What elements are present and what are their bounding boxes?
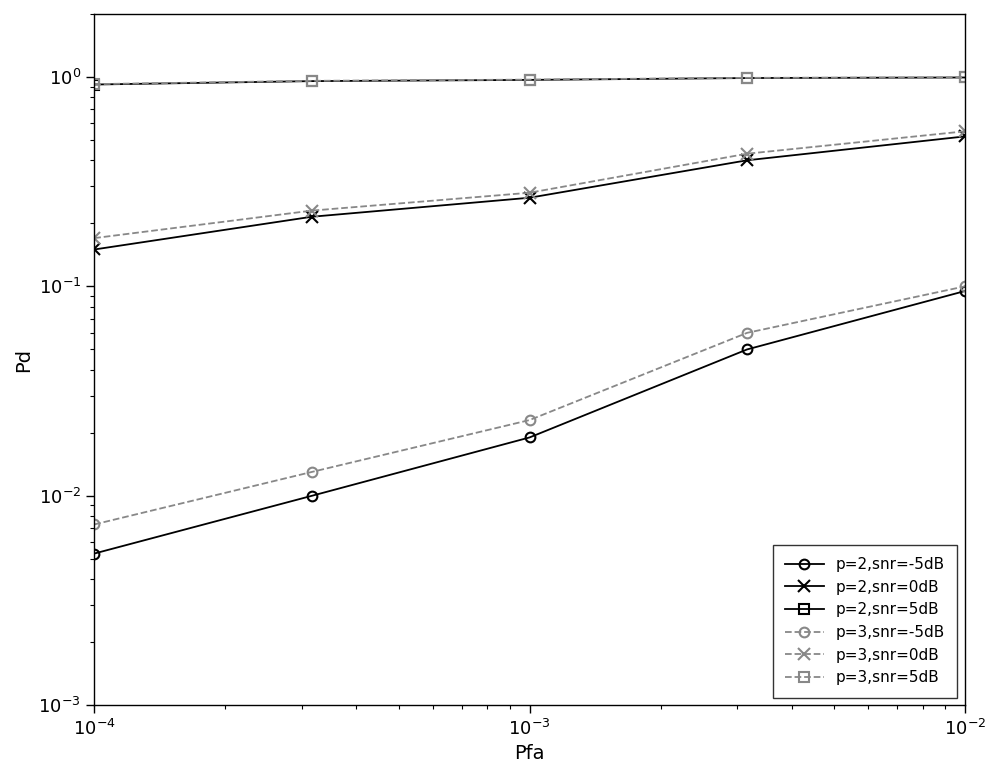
Legend: p=2,snr=-5dB, p=2,snr=0dB, p=2,snr=5dB, p=3,snr=-5dB, p=3,snr=0dB, p=3,snr=5dB: p=2,snr=-5dB, p=2,snr=0dB, p=2,snr=5dB, … <box>773 545 957 698</box>
p=2,snr=5dB <box>741 73 753 82</box>
p=3,snr=0dB <box>524 188 536 197</box>
p=2,snr=0dB <box>741 155 753 165</box>
Line: p=2,snr=0dB: p=2,snr=0dB <box>88 131 971 256</box>
p=3,snr=5dB <box>306 76 318 85</box>
p=3,snr=0dB <box>306 206 318 215</box>
p=3,snr=0dB <box>959 127 971 136</box>
p=3,snr=-5dB <box>741 328 753 337</box>
p=3,snr=-5dB <box>306 467 318 476</box>
p=2,snr=5dB <box>959 73 971 82</box>
p=3,snr=-5dB <box>959 282 971 291</box>
p=2,snr=-5dB <box>306 491 318 500</box>
p=3,snr=5dB <box>741 73 753 82</box>
Y-axis label: Pd: Pd <box>14 347 33 371</box>
p=2,snr=-5dB <box>524 433 536 442</box>
p=3,snr=0dB <box>741 149 753 159</box>
p=2,snr=5dB <box>524 75 536 85</box>
Line: p=3,snr=0dB: p=3,snr=0dB <box>88 125 971 244</box>
Line: p=3,snr=5dB: p=3,snr=5dB <box>89 72 970 89</box>
p=2,snr=0dB <box>959 132 971 141</box>
Line: p=3,snr=-5dB: p=3,snr=-5dB <box>89 281 970 529</box>
Line: p=2,snr=5dB: p=2,snr=5dB <box>89 72 970 89</box>
p=3,snr=5dB <box>959 73 971 82</box>
p=2,snr=5dB <box>88 80 100 89</box>
p=3,snr=-5dB <box>88 520 100 529</box>
Line: p=2,snr=-5dB: p=2,snr=-5dB <box>89 286 970 559</box>
p=3,snr=5dB <box>88 79 100 89</box>
p=2,snr=5dB <box>306 76 318 85</box>
p=2,snr=-5dB <box>88 549 100 558</box>
X-axis label: Pfa: Pfa <box>514 744 545 763</box>
p=2,snr=-5dB <box>741 345 753 354</box>
p=3,snr=5dB <box>524 75 536 84</box>
p=2,snr=0dB <box>88 245 100 254</box>
p=2,snr=0dB <box>524 193 536 202</box>
p=2,snr=-5dB <box>959 287 971 296</box>
p=3,snr=0dB <box>88 233 100 242</box>
p=2,snr=0dB <box>306 212 318 221</box>
p=3,snr=-5dB <box>524 416 536 425</box>
